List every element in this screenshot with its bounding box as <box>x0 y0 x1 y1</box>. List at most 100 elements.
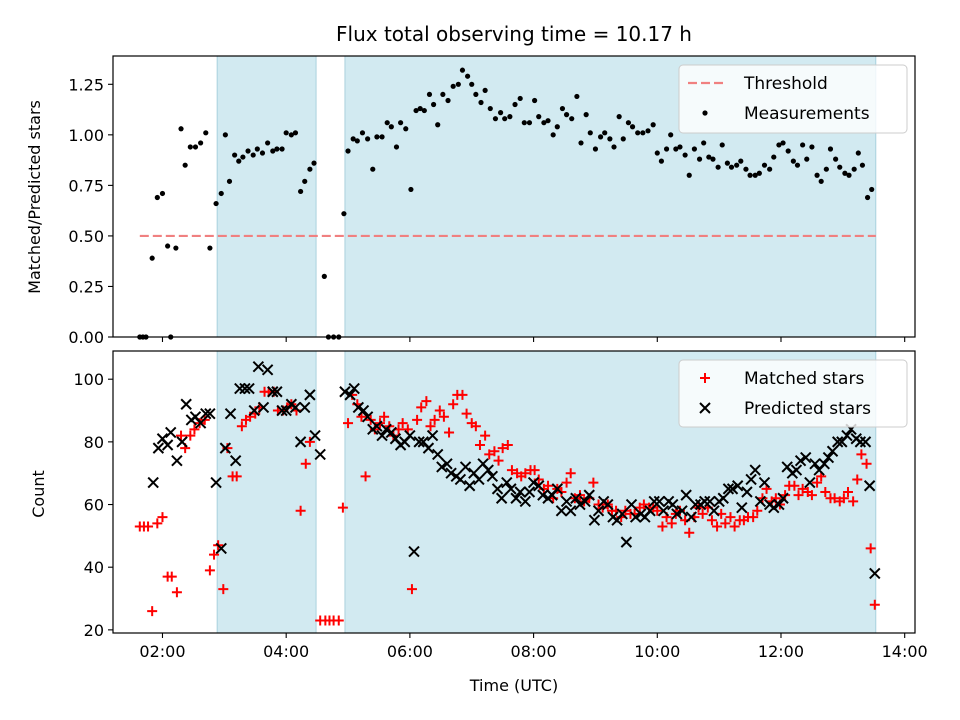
data-point <box>218 584 229 595</box>
data-point <box>289 401 302 414</box>
data-point <box>855 150 861 156</box>
data-point <box>232 152 238 158</box>
y-tick-label: 0.75 <box>68 176 104 195</box>
data-point <box>859 162 866 168</box>
data-point <box>159 190 166 197</box>
data-point <box>785 148 791 154</box>
data-point <box>638 499 649 510</box>
data-point <box>701 140 707 146</box>
x-tick-label: 02:00 <box>139 642 185 661</box>
data-point <box>219 442 232 454</box>
data-point <box>712 521 723 532</box>
chart-title: Flux total observing time = 10.17 h <box>336 22 692 46</box>
data-point <box>749 464 761 476</box>
data-point <box>448 399 459 410</box>
data-point <box>304 389 316 401</box>
data-point <box>300 458 311 469</box>
data-point <box>804 476 816 489</box>
data-point <box>497 110 504 116</box>
data-point <box>812 477 823 488</box>
data-point <box>734 162 740 168</box>
data-point <box>441 458 453 470</box>
data-point <box>200 407 212 420</box>
data-point <box>841 429 853 442</box>
data-point <box>560 495 573 508</box>
data-point <box>736 501 748 514</box>
bottom-y-axis-label: Count <box>29 470 48 518</box>
data-point <box>354 138 360 144</box>
data-point <box>541 120 547 126</box>
data-point <box>497 443 508 454</box>
data-point <box>176 430 187 441</box>
data-point <box>722 483 735 495</box>
data-point <box>829 493 840 504</box>
top-y-axis-label: Matched/Predicted stars <box>25 100 44 294</box>
data-point <box>463 480 476 492</box>
data-point <box>652 505 663 516</box>
data-point <box>444 427 455 438</box>
data-point <box>152 518 163 529</box>
data-point <box>689 498 702 511</box>
legend-label: Measurements <box>744 104 870 124</box>
data-point <box>257 401 270 414</box>
data-point <box>239 382 251 395</box>
data-point <box>731 480 744 492</box>
data-point <box>413 436 425 448</box>
data-point <box>793 490 804 501</box>
y-tick-label: 1.25 <box>68 75 104 94</box>
data-point <box>708 505 720 517</box>
data-point <box>171 587 182 598</box>
data-point <box>677 144 683 150</box>
data-point <box>482 87 488 93</box>
data-point <box>578 140 584 146</box>
data-point <box>166 571 177 582</box>
data-point <box>826 445 839 457</box>
data-point <box>165 426 177 439</box>
data-point <box>459 67 466 73</box>
data-point <box>203 130 209 136</box>
data-point <box>696 156 703 162</box>
x-tick-label: 14:00 <box>882 642 928 661</box>
data-point <box>271 386 283 398</box>
data-point <box>814 172 820 178</box>
y-tick-label: 20 <box>84 621 104 640</box>
data-point <box>502 116 508 122</box>
data-point <box>644 505 656 517</box>
data-point <box>380 423 392 436</box>
data-point <box>384 120 390 126</box>
data-point <box>517 95 523 102</box>
data-point <box>465 73 471 79</box>
data-point <box>512 101 518 108</box>
data-point <box>861 458 872 469</box>
data-point <box>192 144 199 150</box>
data-point <box>710 156 716 162</box>
data-point <box>307 166 313 172</box>
data-point <box>698 495 711 508</box>
data-point <box>341 211 347 217</box>
data-point <box>436 461 448 473</box>
data-point <box>267 386 279 398</box>
data-point <box>478 99 484 106</box>
data-point <box>350 136 356 142</box>
y-tick-label: 0.00 <box>68 328 104 347</box>
legend-label: Matched stars <box>744 369 864 389</box>
data-point <box>440 91 446 98</box>
data-point <box>645 128 651 134</box>
data-point <box>804 156 810 162</box>
data-point <box>697 508 708 519</box>
data-point <box>187 144 193 150</box>
data-point <box>393 144 400 150</box>
data-point <box>758 476 771 489</box>
data-point <box>360 471 371 482</box>
data-point <box>510 492 522 504</box>
shaded-interval-1 <box>216 55 317 338</box>
data-point <box>767 166 773 172</box>
data-point <box>152 442 165 454</box>
x-tick-label: 10:00 <box>634 642 680 661</box>
shaded-interval-1 <box>216 350 317 634</box>
data-point <box>469 81 475 87</box>
data-point <box>602 498 614 511</box>
data-point <box>250 152 256 158</box>
data-point <box>474 440 485 450</box>
data-point <box>777 492 789 504</box>
